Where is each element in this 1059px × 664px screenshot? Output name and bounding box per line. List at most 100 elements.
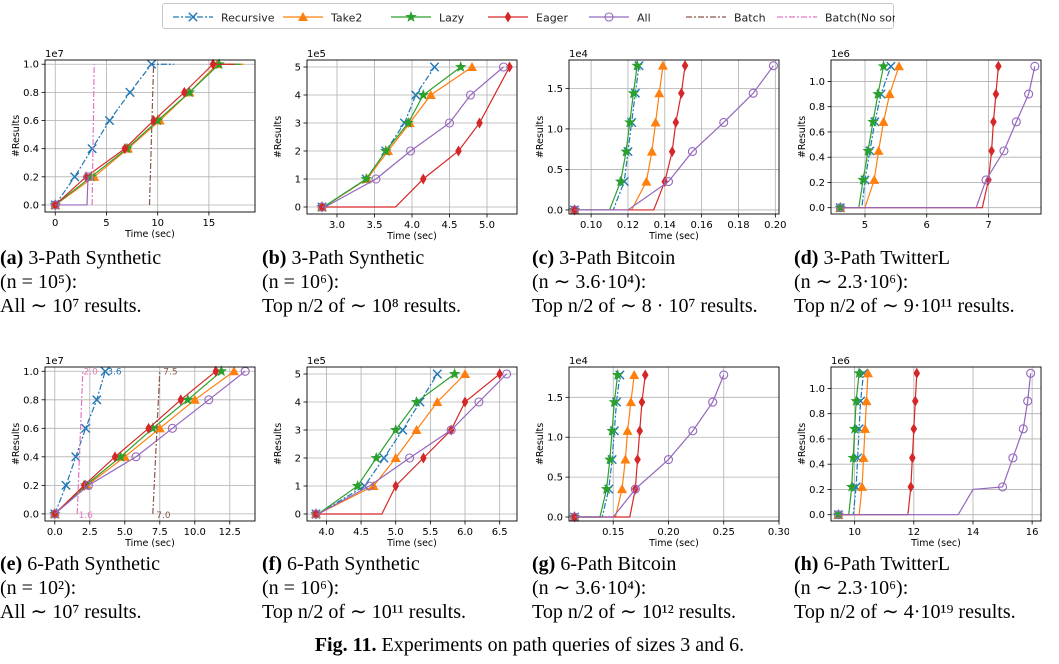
series-group (832, 367, 1036, 520)
data-point-x (104, 115, 115, 126)
chart-g: 0.15 0.20 0.25 0.30 0.0 0.5 1.0 1.5 1e4 Time (sec… (535, 356, 789, 549)
y-tick-label: 1 (295, 482, 301, 493)
data-point-star (182, 393, 194, 405)
plot-area (45, 367, 255, 521)
data-point-x (80, 423, 91, 434)
caption-result-count: Top n/2 of ∼ 9·10¹¹ results. (794, 295, 1015, 317)
figure-legend: Recursive Take2 Lazy Eager All Batch Batch(No … (162, 3, 895, 29)
legend-item-take2: Take2 (283, 12, 362, 25)
y-axis-label: #Results (11, 115, 22, 157)
data-point-x (432, 369, 442, 379)
caption-title: 6-Path Bitcoin (555, 553, 677, 575)
caption-e: (e) 6-Path Synthetic (n = 10²): All ∼ 10⁷ … (0, 552, 160, 624)
data-point-circle (502, 369, 512, 379)
data-point-triangle (646, 146, 657, 156)
x-tick-label: 0.30 (768, 527, 789, 538)
data-point-diamond (419, 173, 427, 185)
data-point-diamond (681, 60, 689, 72)
plot-area (307, 367, 517, 521)
data-point-star (114, 450, 127, 462)
y-tick-label: 0.8 (23, 88, 39, 99)
data-point-diamond (988, 145, 995, 157)
data-point-triangle (641, 176, 652, 186)
data-point-circle (444, 118, 455, 128)
series-all (833, 368, 1036, 520)
data-point-star (151, 114, 164, 126)
caption-tag: (f) (262, 553, 282, 575)
series-group (568, 368, 729, 523)
data-point-x (61, 480, 71, 491)
data-point-circle (663, 177, 674, 187)
y-axis-label: #Results (535, 116, 546, 158)
y-tick-label: 1.0 (23, 60, 39, 71)
data-point-triangle (862, 368, 873, 378)
data-point-star (147, 422, 159, 434)
legend-label: Recursive (221, 12, 275, 25)
annotation-label: 2.0 (84, 367, 99, 377)
x-axis-label: Time (sec) (648, 231, 699, 242)
y-tick-label: 0.4 (809, 460, 825, 471)
data-point-circle (835, 203, 845, 213)
plot-area (831, 367, 1041, 521)
data-point-x (71, 452, 81, 462)
plot-frame (44, 366, 256, 522)
x-tick-label: 15 (203, 218, 216, 229)
y-tick-label: 0.8 (23, 395, 39, 406)
series-batch-no-sort- (91, 64, 95, 205)
y-tick-label: 0.0 (547, 205, 563, 216)
y-tick-label: 3 (295, 426, 301, 437)
data-point-x (411, 90, 421, 100)
data-point-diamond (641, 369, 649, 381)
data-point-circle (446, 425, 456, 435)
data-point-diamond (672, 116, 680, 128)
x-tick-label: 0.20 (657, 527, 679, 538)
plot-frame (830, 59, 1042, 215)
y-tick-label: 1.0 (547, 124, 563, 135)
x-tick-label: 12.5 (219, 527, 241, 538)
legend-item-all: All (589, 12, 651, 25)
data-point-triangle (622, 425, 633, 435)
data-point-circle (768, 61, 779, 71)
x-tick-label: 4.5 (442, 220, 458, 231)
y-tick-label: 1.0 (809, 77, 825, 88)
caption-tag: (e) (0, 553, 23, 575)
x-tick-label: 10 (151, 218, 164, 229)
y-tick-label: 0.5 (547, 473, 563, 484)
plot-frame (306, 59, 518, 215)
data-point-star (631, 59, 643, 71)
x-tick-label: 4.0 (318, 527, 334, 538)
data-point-diamond (145, 422, 152, 434)
data-point-x (886, 61, 896, 72)
data-point-circle (1018, 424, 1028, 434)
data-point-circle (708, 397, 718, 407)
caption-tag: (c) (532, 247, 555, 269)
data-point-star (604, 453, 616, 465)
caption-result-count: All ∼ 10⁷ results. (0, 295, 142, 317)
data-point-circle (405, 146, 416, 156)
y-tick-label: 5 (295, 370, 301, 381)
data-point-triangle (467, 62, 477, 71)
data-point-triangle (873, 145, 884, 155)
series-all (569, 61, 779, 215)
y-axis-label: #Results (797, 116, 808, 158)
series-line (316, 373, 508, 515)
x-tick-label: 5.0 (479, 220, 495, 231)
data-point-circle (50, 509, 60, 519)
data-point-x (87, 143, 97, 154)
data-point-star (627, 87, 640, 99)
data-point-star (877, 60, 890, 72)
series-line (574, 374, 725, 518)
data-point-triangle (432, 397, 443, 406)
caption-title: 6-Path Synthetic (22, 553, 160, 575)
y-tick-label: 0.0 (809, 510, 825, 521)
data-point-triangle (390, 453, 401, 462)
series-eager (571, 60, 689, 216)
caption-tag: (a) (0, 247, 24, 269)
data-point-diamond (909, 452, 916, 464)
axis-offset-label: 1e5 (307, 49, 326, 60)
legend-label: Take2 (330, 12, 362, 25)
y-tick-label: 1.5 (547, 393, 563, 404)
x-tick-label: 3.5 (367, 220, 383, 231)
caption-result-count: Top n/2 of ∼ 8 · 10⁷ results. (532, 295, 758, 317)
data-point-circle (371, 174, 381, 184)
